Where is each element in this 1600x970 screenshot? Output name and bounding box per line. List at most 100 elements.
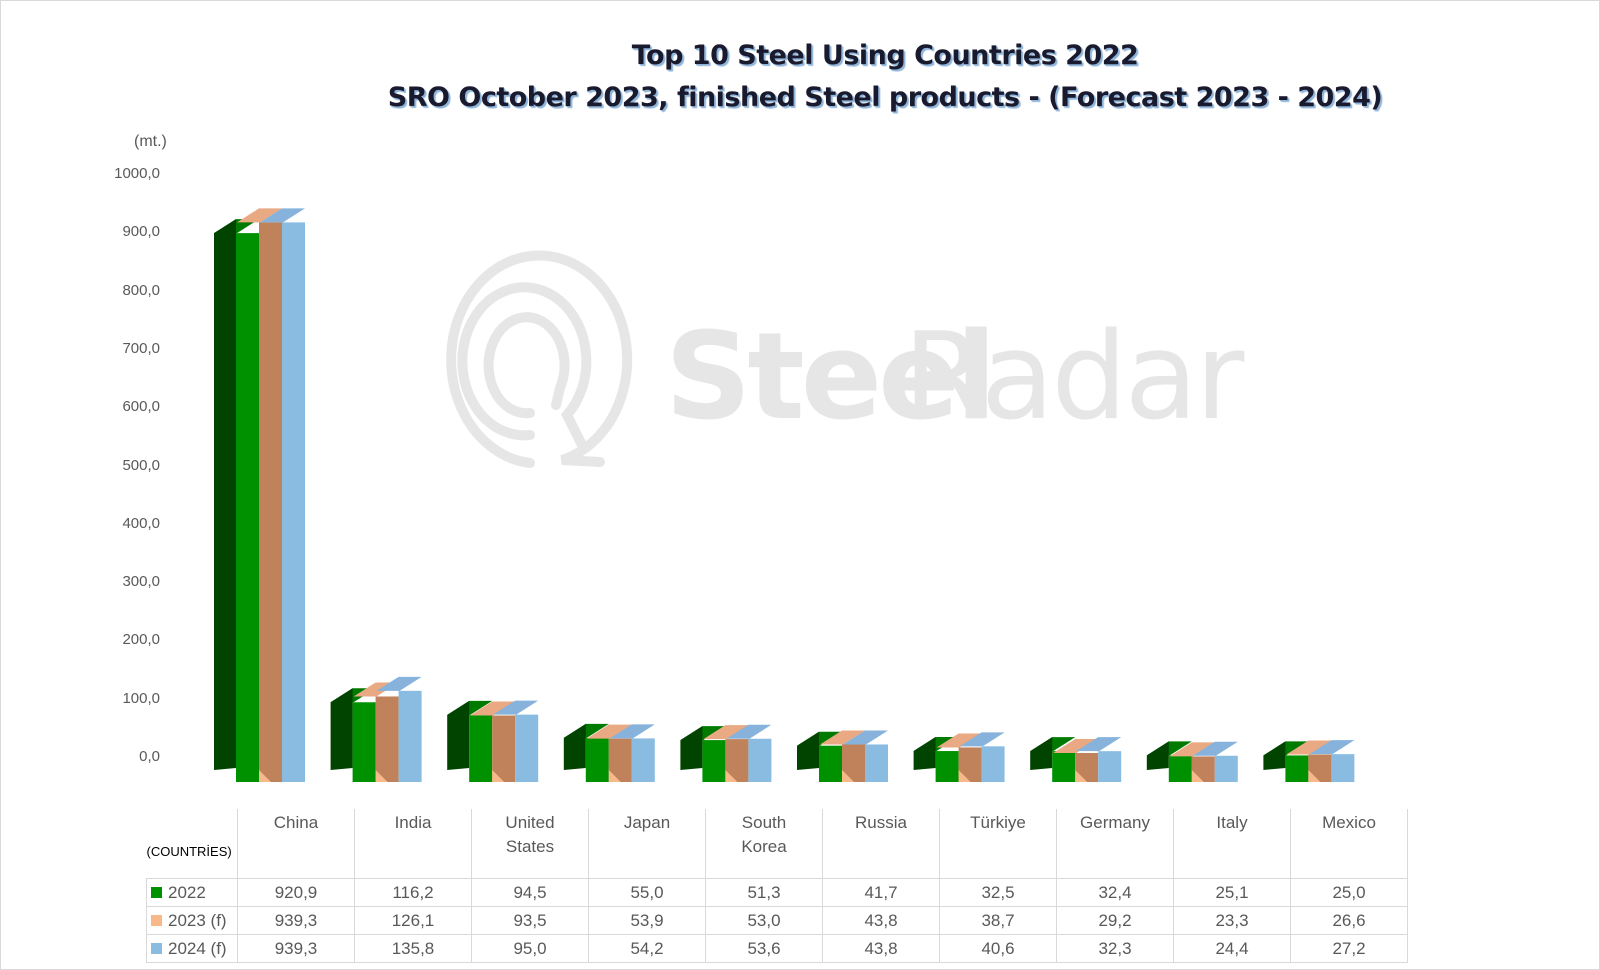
table-cell-value: 51,3 xyxy=(705,878,823,907)
bar-side xyxy=(447,700,470,770)
table-cell-value: 135,8 xyxy=(354,934,472,963)
table-cell-value: 25,0 xyxy=(1290,878,1408,907)
table-cell-value: 95,0 xyxy=(471,934,589,963)
table-cell-value: 25,1 xyxy=(1173,878,1291,907)
table-header-row: (COUNTRİES) China India United States Japan S… xyxy=(147,809,1408,879)
bar-top-1 xyxy=(936,733,982,748)
y-tick-label: 700,0 xyxy=(122,339,160,357)
bar-2023f-united-states xyxy=(492,715,516,782)
bar-2023f-japan xyxy=(608,738,632,782)
bar-top-1 xyxy=(703,725,749,740)
y-tick-label: 400,0 xyxy=(122,514,160,532)
bar-2023f-south-korea xyxy=(725,739,749,782)
table-cell-value: 26,6 xyxy=(1290,906,1408,935)
bar-2022-italy xyxy=(1168,755,1192,782)
bar-2022-united-states xyxy=(469,714,493,782)
series-legend-cell: 2023 (f) xyxy=(146,906,238,935)
country-header: Türkiye xyxy=(939,809,1057,879)
country-name: South xyxy=(741,813,787,832)
bar-side xyxy=(1146,741,1169,770)
series-legend-cell: 2024 (f) xyxy=(146,934,238,963)
bar-2022-china xyxy=(236,233,259,782)
bar-2023f-germany xyxy=(1075,752,1099,782)
table-cell-value: 40,6 xyxy=(939,934,1057,963)
bar-2024f-germany xyxy=(1098,751,1122,782)
table-cell-value: 116,2 xyxy=(354,878,472,907)
bar-side xyxy=(1030,737,1053,770)
bar-floor-shade xyxy=(259,770,271,782)
table-cell-value: 32,3 xyxy=(1056,934,1174,963)
table-cell-value: 41,7 xyxy=(822,878,940,907)
country-name: Japan xyxy=(623,813,671,832)
country-header: China xyxy=(237,809,355,879)
country-name: China xyxy=(273,813,319,832)
country-header: Italy xyxy=(1173,809,1291,879)
bar-floor-shade xyxy=(1075,770,1088,782)
country-header: Russia xyxy=(822,809,940,879)
country-name: Russia xyxy=(855,813,907,832)
table-cell-value: 53,6 xyxy=(705,934,823,963)
bar-2022-russia xyxy=(819,745,842,782)
y-tick-label: 900,0 xyxy=(122,223,160,241)
bar-floor-shade xyxy=(375,770,388,782)
bar-2022-mexico xyxy=(1285,755,1309,782)
country-name: India xyxy=(394,813,432,832)
bar-side xyxy=(214,219,236,770)
bar-top-1 xyxy=(237,208,282,223)
y-tick-label: 0,0 xyxy=(139,748,160,765)
country-header: South Korea xyxy=(705,809,823,879)
bar-top-1 xyxy=(1053,738,1099,753)
bar-top-2 xyxy=(1076,737,1122,752)
bar-floor-shade xyxy=(725,770,738,782)
series-label: 2022 xyxy=(168,882,206,902)
table-cell-value: 53,0 xyxy=(705,906,823,935)
legend-swatch-icon xyxy=(151,886,162,898)
bar-top-2 xyxy=(609,724,655,739)
bar-top-2 xyxy=(959,732,1005,747)
bar-side xyxy=(797,731,819,770)
bar-side xyxy=(563,723,586,770)
bar-2024f-mexico xyxy=(1331,754,1355,782)
bar-top-2 xyxy=(843,730,888,745)
table-cell-value: 920,9 xyxy=(237,878,355,907)
legend-swatch-icon xyxy=(151,942,162,954)
country-name: Italy xyxy=(1216,813,1248,832)
table-cell-value: 23,3 xyxy=(1173,906,1291,935)
bar-floor-shade xyxy=(492,770,505,782)
country-header: United States xyxy=(471,809,589,879)
bar-top-2 xyxy=(260,208,305,223)
bar-2023f-italy xyxy=(1191,756,1215,782)
table-cell-value: 32,5 xyxy=(939,878,1057,907)
y-tick-label: 1000,0 xyxy=(114,165,160,182)
table-cell-value: 939,3 xyxy=(237,906,355,935)
bar-2024f-russia xyxy=(865,744,888,782)
bar-2024f-china xyxy=(282,222,305,782)
table-cell-value: 38,7 xyxy=(939,906,1057,935)
bar-top-2 xyxy=(1309,740,1355,755)
country-name: United xyxy=(505,813,555,832)
bar-2022-germany xyxy=(1052,751,1076,782)
country-name: Germany xyxy=(1080,813,1150,832)
bar-2023f-türkiye xyxy=(958,747,982,782)
country-header: Japan xyxy=(588,809,706,879)
y-axis-unit: (mt.) xyxy=(134,133,167,150)
bar-floor-shade xyxy=(842,770,854,782)
y-tick-label: 500,0 xyxy=(122,456,160,474)
y-tick-label: 300,0 xyxy=(122,573,160,591)
bar-floor-shade xyxy=(958,770,971,782)
bar-2022-japan xyxy=(585,737,609,782)
table-cell-value: 54,2 xyxy=(588,934,706,963)
bar-floor-shade xyxy=(1191,770,1204,782)
table-row: 2024 (f) 939,3 135,8 95,0 54,2 53,6 43,8 40,6 32… xyxy=(146,934,1408,963)
country-header: India xyxy=(354,809,472,879)
bar-floor-shade xyxy=(1308,770,1321,782)
bar-top-1 xyxy=(1286,740,1332,755)
bar-side xyxy=(680,726,703,770)
table-cell-value: 43,8 xyxy=(822,934,940,963)
chart-subtitle: SRO October 2023, finished Steel product… xyxy=(387,82,1383,113)
series-label: 2024 (f) xyxy=(168,938,227,958)
country-name: Mexico xyxy=(1322,813,1376,832)
chart-title: Top 10 Steel Using Countries 2022 xyxy=(631,40,1139,71)
table-cell-value: 53,9 xyxy=(588,906,706,935)
